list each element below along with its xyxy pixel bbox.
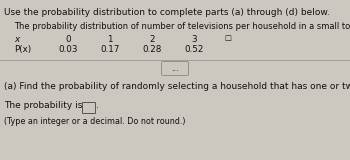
Text: x: x: [14, 35, 19, 44]
Text: (a) Find the probability of randomly selecting a household that has one or two t: (a) Find the probability of randomly sel…: [4, 82, 350, 91]
Text: The probability distribution of number of televisions per household in a small t: The probability distribution of number o…: [14, 22, 350, 31]
Text: □: □: [224, 35, 231, 41]
FancyBboxPatch shape: [82, 101, 95, 112]
Text: Use the probability distribution to complete parts (a) through (d) below.: Use the probability distribution to comp…: [4, 8, 330, 17]
Text: (Type an integer or a decimal. Do not round.): (Type an integer or a decimal. Do not ro…: [4, 117, 186, 126]
Text: ...: ...: [171, 64, 179, 73]
FancyBboxPatch shape: [161, 61, 189, 76]
Text: 1: 1: [107, 35, 113, 44]
Text: 0.03: 0.03: [58, 45, 78, 54]
Text: 0.52: 0.52: [184, 45, 204, 54]
Text: 0: 0: [65, 35, 71, 44]
Text: 0.28: 0.28: [142, 45, 162, 54]
Text: The probability is: The probability is: [4, 101, 82, 110]
Text: 2: 2: [149, 35, 155, 44]
Text: .: .: [96, 101, 99, 110]
Text: 3: 3: [191, 35, 197, 44]
Text: P(x): P(x): [14, 45, 31, 54]
Text: 0.17: 0.17: [100, 45, 120, 54]
